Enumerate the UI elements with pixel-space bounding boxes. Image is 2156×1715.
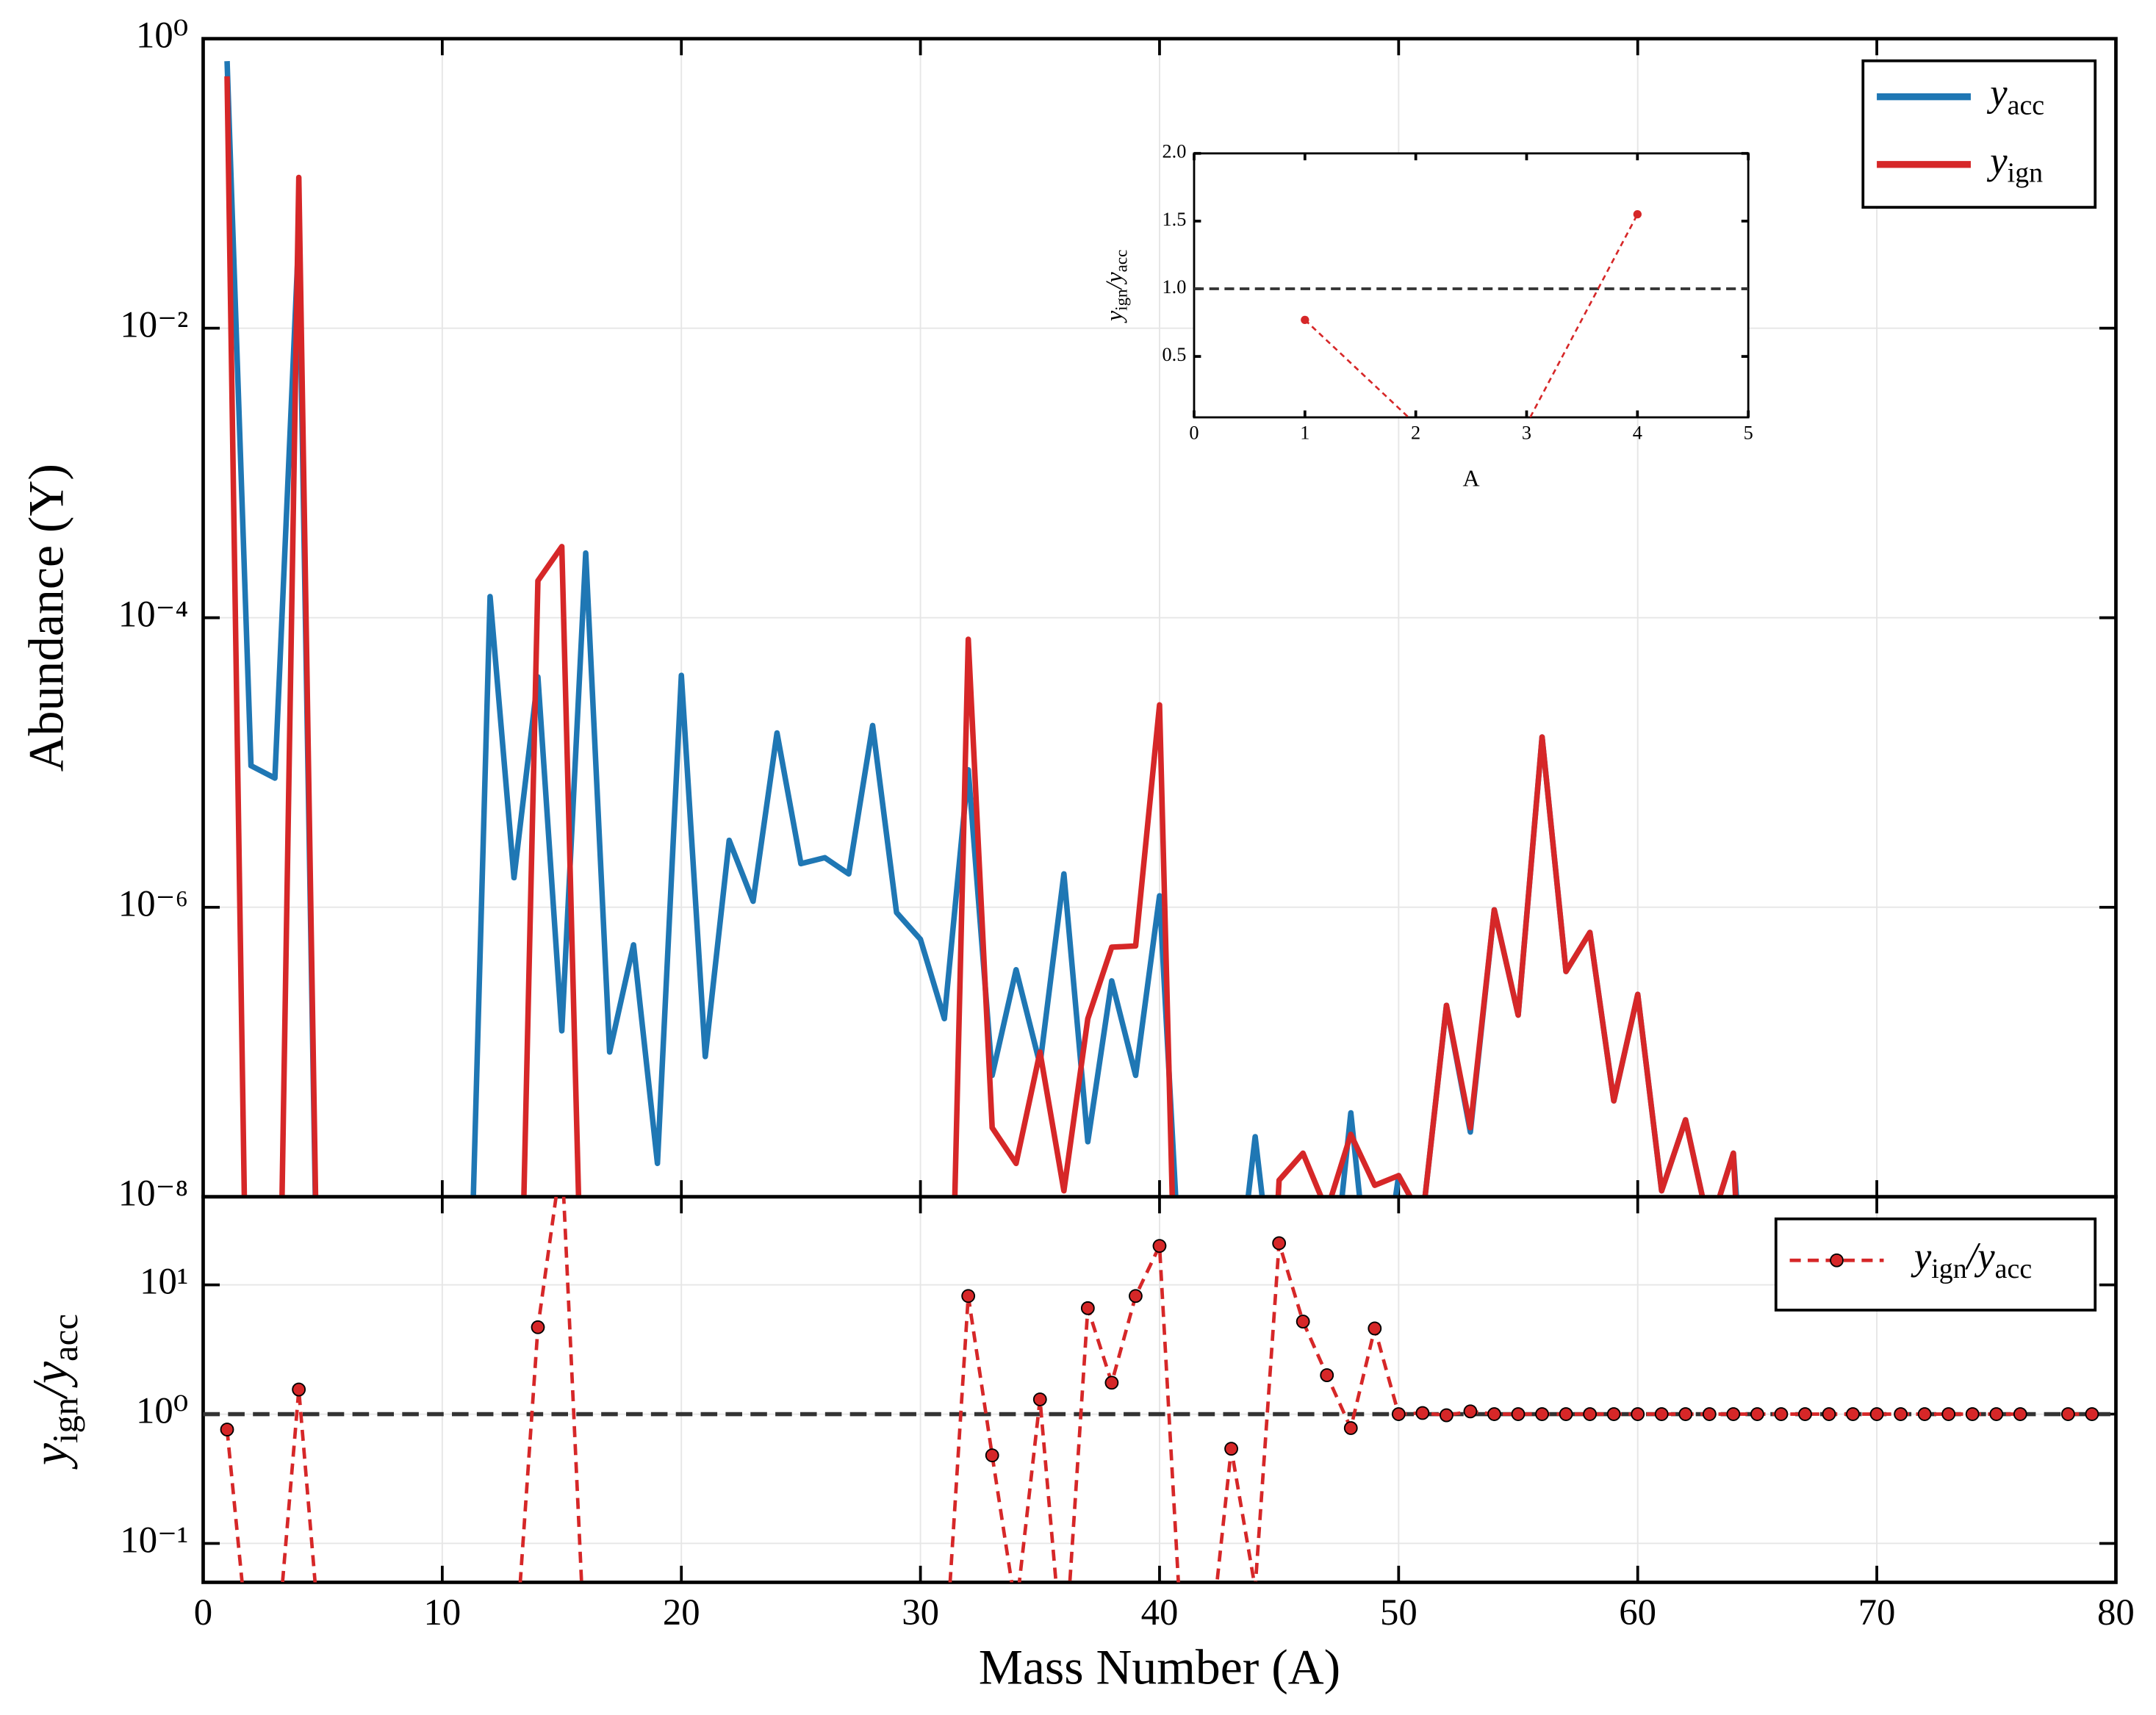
legend-label: yign/yacc [1911, 1235, 2032, 1284]
data-point [1678, 1407, 1693, 1421]
x-tick-label: 5 [1744, 423, 1753, 444]
data-point [1511, 1407, 1526, 1421]
y-tick-label: 2.0 [1163, 141, 1187, 162]
x-tick-label: 3 [1522, 423, 1531, 444]
x-tick-label: 10 [423, 1592, 461, 1633]
y-axis-label: yign/yacc [23, 1314, 86, 1470]
data-point [1774, 1407, 1789, 1421]
x-tick-label: 0 [1189, 423, 1199, 444]
data-point [1251, 1581, 1259, 1583]
data-point [1702, 1407, 1717, 1421]
data-point [1798, 1407, 1812, 1421]
data-point [1032, 1392, 1047, 1406]
legend-box [1774, 1217, 2097, 1312]
legend-box [1861, 59, 2097, 209]
plot-area: 0 10 20 30 40 50 60 70 80 10⁻¹ 10⁰ 10¹ Mass Number (… [23, 1195, 2135, 1694]
data-point [1440, 1408, 1453, 1423]
clipped-area [224, 61, 1739, 1197]
data-line [225, 1196, 2092, 1583]
x-tick-label: 60 [1619, 1592, 1656, 1633]
data-point [2060, 1407, 2075, 1421]
data-point [1296, 1315, 1310, 1329]
data-point [1463, 1404, 1478, 1419]
data-point [1415, 1406, 1430, 1420]
x-tick-label: 80 [2097, 1592, 2135, 1633]
data-point [1822, 1407, 1836, 1421]
data-point [1535, 1407, 1549, 1421]
legend-label: yacc [1986, 72, 2044, 121]
data-point [961, 1289, 976, 1304]
data-point [531, 1320, 545, 1334]
y-tick-label: 0.5 [1163, 344, 1187, 365]
legend-label: yign [1986, 140, 2043, 188]
data-point [1654, 1407, 1669, 1421]
data-point [1080, 1301, 1095, 1315]
x-tick-label: 2 [1411, 423, 1420, 444]
data-point [1965, 1407, 1980, 1421]
legend-marker [1830, 1253, 1844, 1268]
data-point [2013, 1407, 2027, 1421]
x-axis-label: A [1463, 466, 1480, 492]
y-tick-label: 10⁻⁶ [118, 882, 188, 924]
axes-frame [201, 1195, 2118, 1584]
data-point [1631, 1407, 1645, 1421]
data-point [1104, 1376, 1119, 1390]
x-tick-label: 40 [1141, 1592, 1179, 1633]
x-tick-label: 50 [1380, 1592, 1417, 1633]
data-point [1726, 1407, 1741, 1421]
data-point [1224, 1442, 1238, 1456]
data-line [1304, 214, 1639, 417]
data-point [1606, 1407, 1621, 1421]
data-point [1129, 1289, 1143, 1304]
data-point [985, 1448, 999, 1463]
data-point [1368, 1321, 1382, 1336]
y-tick-label: 10⁻⁴ [118, 593, 188, 634]
data-point [292, 1382, 306, 1397]
data-line [224, 76, 1739, 1197]
x-tick-label: 0 [194, 1592, 212, 1633]
y-tick-label: 1.0 [1163, 276, 1187, 298]
data-point [1301, 315, 1309, 324]
y-tick-label: 10¹ [140, 1260, 188, 1301]
data-point [1559, 1407, 1573, 1421]
x-tick-label: 30 [902, 1592, 939, 1633]
data-point [1152, 1239, 1167, 1254]
data-point [1343, 1421, 1358, 1435]
x-tick-label: 20 [663, 1592, 700, 1633]
data-point [1941, 1407, 1956, 1421]
y-tick-label: 10⁻⁸ [118, 1172, 188, 1213]
data-point [1320, 1368, 1334, 1382]
x-axis-label: Mass Number (A) [979, 1639, 1341, 1694]
y-tick-label: 10⁻¹ [120, 1519, 188, 1560]
data-point [1869, 1407, 1884, 1421]
y-tick-label: 10⁻² [120, 303, 188, 345]
data-point [220, 1423, 234, 1437]
y-axis-label: Abundance (Y) [18, 464, 73, 772]
data-point [1391, 1407, 1406, 1421]
data-point [1846, 1407, 1860, 1421]
clipped-area [203, 1196, 2116, 1583]
data-point [1750, 1407, 1764, 1421]
data-point [1989, 1407, 2004, 1421]
y-tick-label: 10⁰ [136, 14, 188, 55]
data-point [1487, 1407, 1501, 1421]
data-point [1583, 1407, 1598, 1421]
y-axis-label: yign/yacc [1102, 250, 1131, 323]
x-tick-label: 70 [1858, 1592, 1896, 1633]
data-point [2085, 1407, 2099, 1421]
clipped-area [1193, 210, 1749, 417]
x-tick-label: 1 [1300, 423, 1309, 444]
inset-background [1193, 153, 1749, 417]
x-tick-label: 4 [1633, 423, 1642, 444]
y-tick-label: 10⁰ [136, 1389, 188, 1431]
data-point [1633, 210, 1642, 219]
data-point [1894, 1407, 1908, 1421]
axes-frame [1193, 152, 1750, 419]
y-tick-label: 1.5 [1163, 209, 1187, 230]
data-point [1917, 1407, 1932, 1421]
data-point [1272, 1236, 1287, 1251]
